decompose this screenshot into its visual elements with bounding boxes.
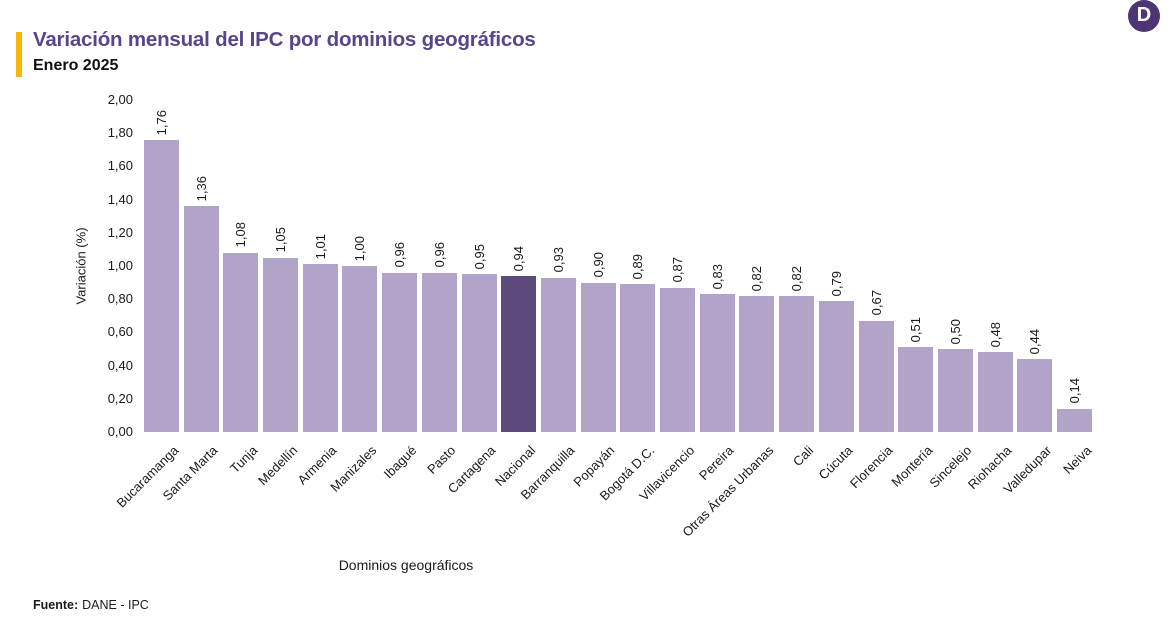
bar-pereira (699, 294, 735, 432)
bar-value-label: 1,36 (193, 175, 209, 202)
bar-value-label-wrap: 1,08 (223, 222, 258, 247)
bar-value-label: 1,01 (312, 234, 328, 260)
bar-value-label: 1,00 (352, 235, 368, 261)
bar-value-label-wrap: 0,79 (819, 271, 854, 296)
bar-value-label: 1,76 (154, 109, 169, 135)
bar-value-label-wrap: 0,48 (978, 322, 1013, 347)
bar-value-label: 1,08 (233, 222, 249, 248)
bar-villavicencio (660, 287, 696, 432)
bar-value-label: 0,83 (709, 263, 725, 290)
bar-value-label-wrap: 0,50 (938, 319, 973, 344)
bar-value-label: 0,14 (1067, 378, 1082, 404)
title-accent-bar (16, 32, 22, 77)
bar-neiva (1057, 408, 1092, 432)
bar-valledupar (1017, 358, 1053, 432)
bar-value-label: 0,79 (828, 270, 844, 296)
bar-value-label: 0,48 (987, 322, 1003, 348)
bar-value-label-wrap: 0,14 (1057, 378, 1092, 403)
bar-value-label-wrap: 1,76 (144, 110, 179, 135)
source-label: Fuente: (33, 598, 79, 612)
y-tick-label: 1,20 (107, 224, 133, 240)
bar-barranquilla (540, 277, 576, 432)
y-tick-label: 1,80 (107, 125, 133, 141)
bar-value-label-wrap: 0,67 (859, 290, 894, 315)
y-tick-label: 0,80 (107, 291, 133, 307)
bar-riohacha (977, 352, 1013, 432)
bar-santa-marta (183, 206, 219, 432)
y-tick-label: 0,00 (107, 424, 133, 439)
y-tick-label: 0,60 (107, 324, 133, 340)
bar-value-label: 0,87 (670, 257, 686, 283)
bar-value-label-wrap: 0,90 (581, 252, 616, 277)
bar-value-label-wrap: 0,96 (382, 242, 417, 267)
bar-bogota-d-c (620, 284, 656, 432)
bar-value-label: 0,82 (749, 265, 765, 291)
bar-nacional (501, 275, 537, 432)
bar-value-label-wrap: 0,82 (779, 266, 814, 291)
y-axis-tick-labels: 2,00 1,80 1,60 1,40 1,20 1,00 0,80 0,60 0,40 0,20… (0, 0, 133, 633)
bar-tunja (223, 252, 259, 432)
y-tick-label: 1,60 (107, 158, 133, 174)
bar-cucuta (818, 300, 854, 432)
bar-value-label-wrap: 1,36 (184, 176, 219, 201)
bar-sincelejo (937, 349, 973, 432)
bar-value-label-wrap: 0,95 (462, 244, 497, 269)
bar-value-label-wrap: 0,93 (541, 247, 576, 272)
x-axis-title: Dominios geográficos (338, 557, 474, 573)
bar-bucaramanga (144, 139, 179, 432)
bar-value-label: 0,96 (392, 242, 408, 268)
bar-value-label: 0,93 (550, 247, 566, 273)
y-tick-label: 1,00 (107, 258, 133, 273)
bar-value-label-wrap: 0,51 (898, 317, 933, 342)
bar-value-label: 0,90 (590, 252, 606, 278)
source-note: Fuente: DANE - IPC (33, 598, 149, 612)
bar-cartagena (461, 274, 497, 432)
bar-ibague (382, 272, 418, 432)
bar-monteria (898, 347, 934, 432)
bar-value-label: 0,96 (431, 242, 447, 268)
bar-value-label: 0,82 (789, 265, 805, 291)
bar-otras-areas-urbanas (739, 295, 775, 432)
dane-logo: D (1128, 0, 1160, 32)
y-tick-label: 1,40 (107, 191, 133, 207)
bar-value-label: 0,67 (868, 290, 884, 316)
bar-manizales (342, 266, 378, 432)
bar-value-label: 1,05 (273, 227, 289, 253)
plot-area: 1,76 1,36 1,08 1,05 1,01 1,00 0,96 0,96 0,95 0,94… (144, 100, 1092, 432)
y-tick-label: 2,00 (107, 92, 133, 107)
bar-value-label: 0,51 (908, 317, 924, 343)
bar-value-label: 0,44 (1027, 328, 1043, 354)
y-tick-label: 0,40 (107, 357, 133, 373)
bar-value-label: 0,94 (511, 245, 527, 271)
bar-value-label-wrap: 0,94 (501, 246, 536, 271)
bar-pasto (421, 272, 457, 432)
bar-value-label-wrap: 0,96 (422, 242, 457, 267)
source-text: DANE - IPC (82, 598, 149, 612)
bar-florencia (858, 320, 894, 432)
bar-value-label: 0,50 (947, 318, 963, 344)
bar-medellin (263, 257, 299, 432)
bar-armenia (302, 264, 338, 432)
dane-logo-letter: D (1136, 4, 1152, 26)
chart-title: Variación mensual del IPC por dominios g… (33, 28, 536, 51)
bar-value-label: 0,95 (471, 244, 487, 270)
chart-subtitle: Enero 2025 (33, 57, 119, 74)
bar-value-label-wrap: 0,44 (1017, 329, 1052, 354)
bar-value-label-wrap: 1,01 (303, 234, 338, 259)
bar-value-label-wrap: 0,87 (660, 257, 695, 282)
bar-value-label-wrap: 1,00 (342, 236, 377, 261)
y-tick-label: 0,20 (107, 390, 133, 406)
bar-value-label-wrap: 0,83 (700, 264, 735, 289)
bar-popayan (580, 282, 616, 432)
bar-value-label-wrap: 0,82 (739, 266, 774, 291)
x-axis-category-labels: Bucaramanga Santa Marta Tunja Medellín Armen… (113, 432, 1094, 572)
bar-cali (779, 295, 815, 432)
bar-value-label: 0,89 (630, 253, 646, 280)
bar-value-label-wrap: 0,89 (620, 254, 655, 279)
bar-value-label-wrap: 1,05 (263, 227, 298, 252)
